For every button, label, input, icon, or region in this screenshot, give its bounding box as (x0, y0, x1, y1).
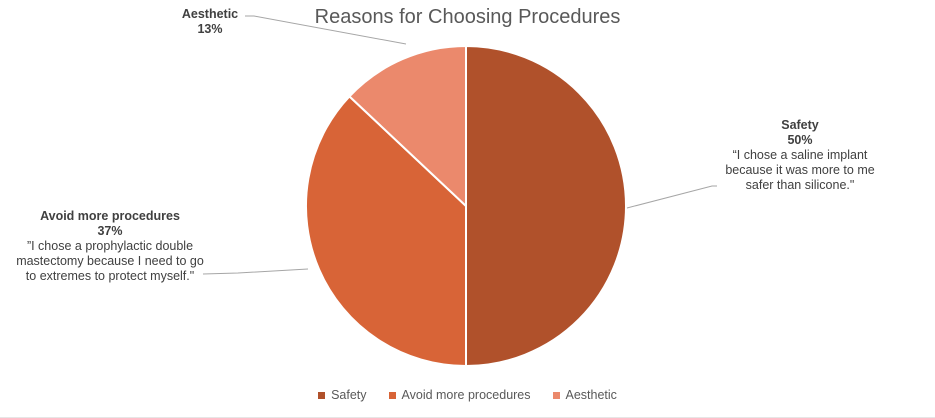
label-percent: 37% (97, 224, 123, 238)
chart-legend: Safety Avoid more procedures Aesthetic (0, 388, 935, 402)
legend-item-safety[interactable]: Safety (318, 388, 367, 402)
legend-label: Avoid more procedures (401, 388, 531, 402)
legend-label: Safety (331, 388, 367, 402)
legend-swatch-icon (552, 391, 560, 399)
label-percent: 13% (197, 22, 223, 36)
leader-line-avoid (202, 268, 309, 275)
data-label-safety: Safety 50% “I chose a saline implant bec… (700, 118, 900, 193)
label-name: Avoid more procedures (40, 209, 180, 223)
legend-item-avoid-more-procedures[interactable]: Avoid more procedures (388, 388, 531, 402)
slice-avoid-more-procedures[interactable] (305, 94, 467, 368)
chart-title: Reasons for Choosing Procedures (314, 6, 621, 28)
legend-item-aesthetic[interactable]: Aesthetic (552, 388, 617, 402)
slice-safety[interactable] (465, 44, 627, 368)
data-label-aesthetic: Aesthetic 13% (170, 7, 250, 37)
leader-line-aesthetic (245, 15, 407, 45)
legend-label: Aesthetic (565, 388, 617, 402)
legend-swatch-icon (388, 391, 396, 399)
label-percent: 50% (787, 133, 813, 147)
label-name: Safety (781, 118, 819, 132)
slice-aesthetic[interactable] (347, 44, 467, 209)
label-name: Aesthetic (181, 7, 239, 21)
legend-swatch-icon (318, 391, 326, 399)
label-quote: “I chose a saline implant because it was… (725, 148, 875, 192)
leader-line-safety (626, 185, 717, 209)
label-quote: ”I chose a prophylactic double mastectom… (16, 239, 204, 283)
data-label-avoid-more-procedures: Avoid more procedures 37% ”I chose a pro… (10, 209, 210, 284)
